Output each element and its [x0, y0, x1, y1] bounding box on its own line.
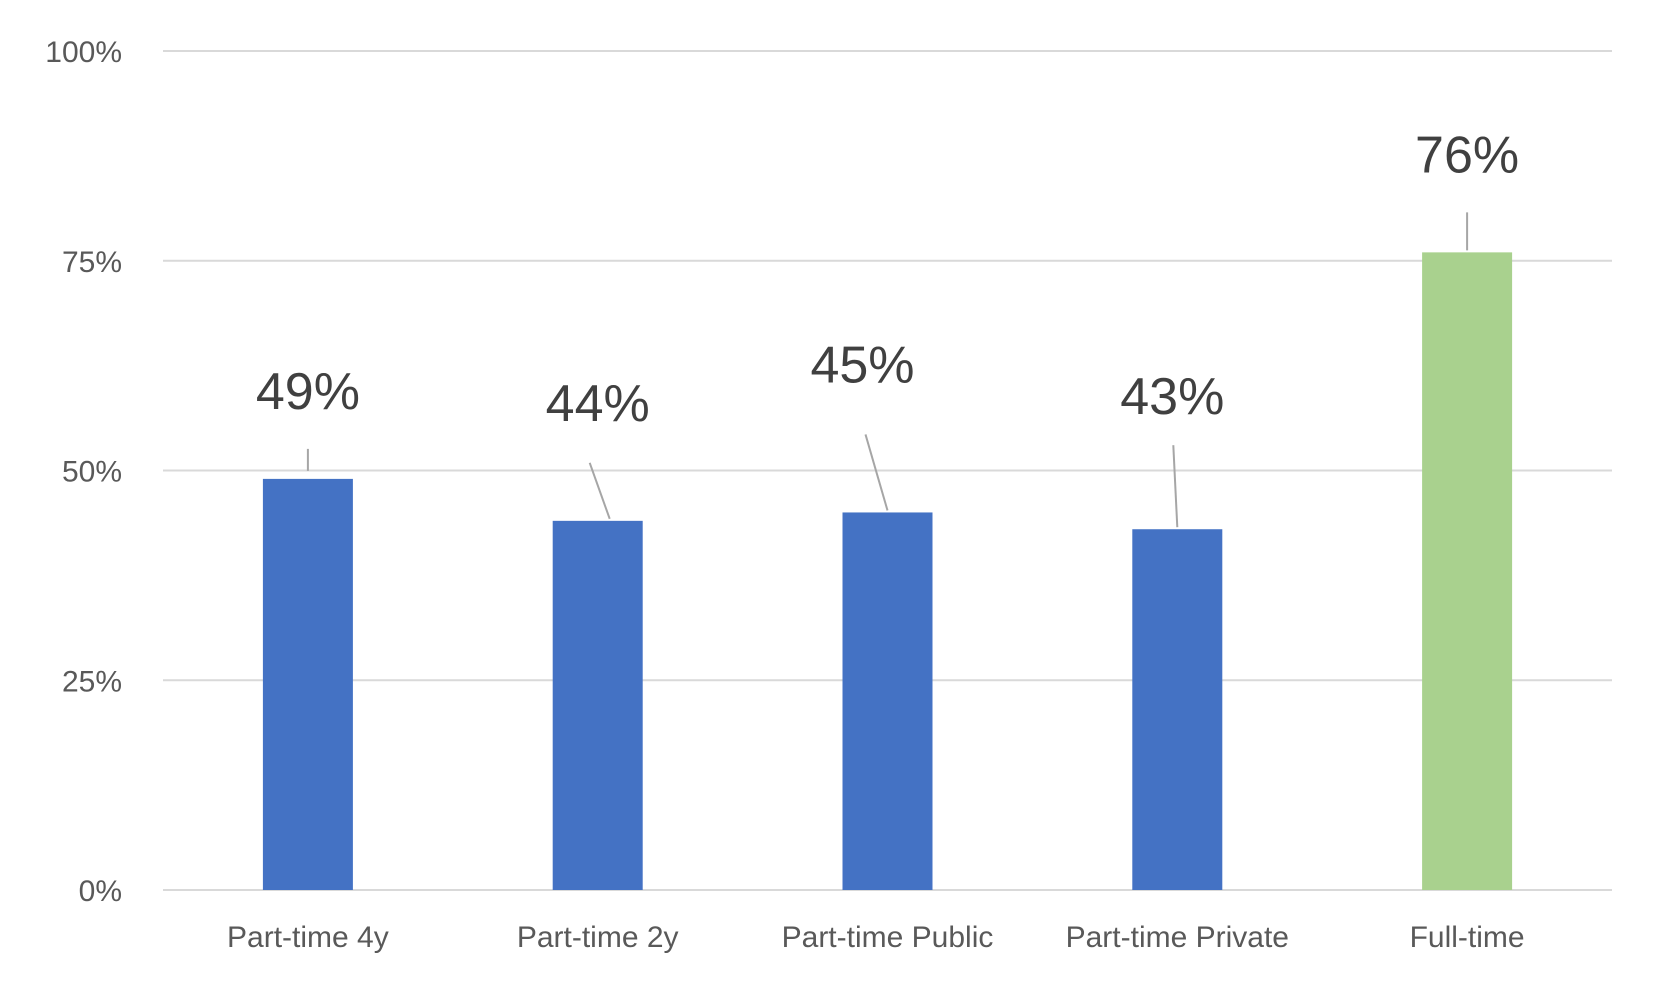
bar	[262, 478, 353, 890]
data-label: 49%	[256, 363, 360, 421]
bars	[262, 252, 1513, 891]
x-tick-label: Part-time Private	[1066, 921, 1289, 954]
x-tick-label: Part-time 2y	[517, 921, 679, 954]
y-tick-label: 75%	[62, 246, 122, 279]
gridlines	[163, 50, 1612, 891]
data-label-leader	[864, 434, 889, 511]
x-tick-label: Part-time Public	[782, 921, 994, 954]
data-label: 43%	[1120, 368, 1224, 426]
bar	[842, 512, 933, 890]
y-axis-ticks: 0% 25% 50% 75% 100%	[45, 36, 122, 908]
data-label-leaders	[306, 212, 1469, 528]
y-tick-label: 50%	[62, 456, 122, 489]
data-labels: 49% 44% 45% 43% 76%	[256, 126, 1519, 432]
bar	[1422, 252, 1513, 891]
data-label: 44%	[546, 375, 650, 433]
y-tick-label: 100%	[45, 36, 122, 69]
data-label-leader	[588, 462, 611, 520]
bar	[552, 520, 643, 890]
y-tick-label: 25%	[62, 665, 122, 698]
x-tick-label: Full-time	[1410, 921, 1525, 954]
data-label: 76%	[1415, 126, 1519, 184]
bar	[1132, 529, 1223, 890]
y-tick-label: 0%	[79, 875, 122, 908]
data-label-leader	[1172, 445, 1179, 528]
x-tick-label: Part-time 4y	[227, 921, 389, 954]
data-label: 45%	[810, 336, 914, 394]
x-axis-ticks: Part-time 4y Part-time 2y Part-time Public…	[227, 921, 1525, 954]
